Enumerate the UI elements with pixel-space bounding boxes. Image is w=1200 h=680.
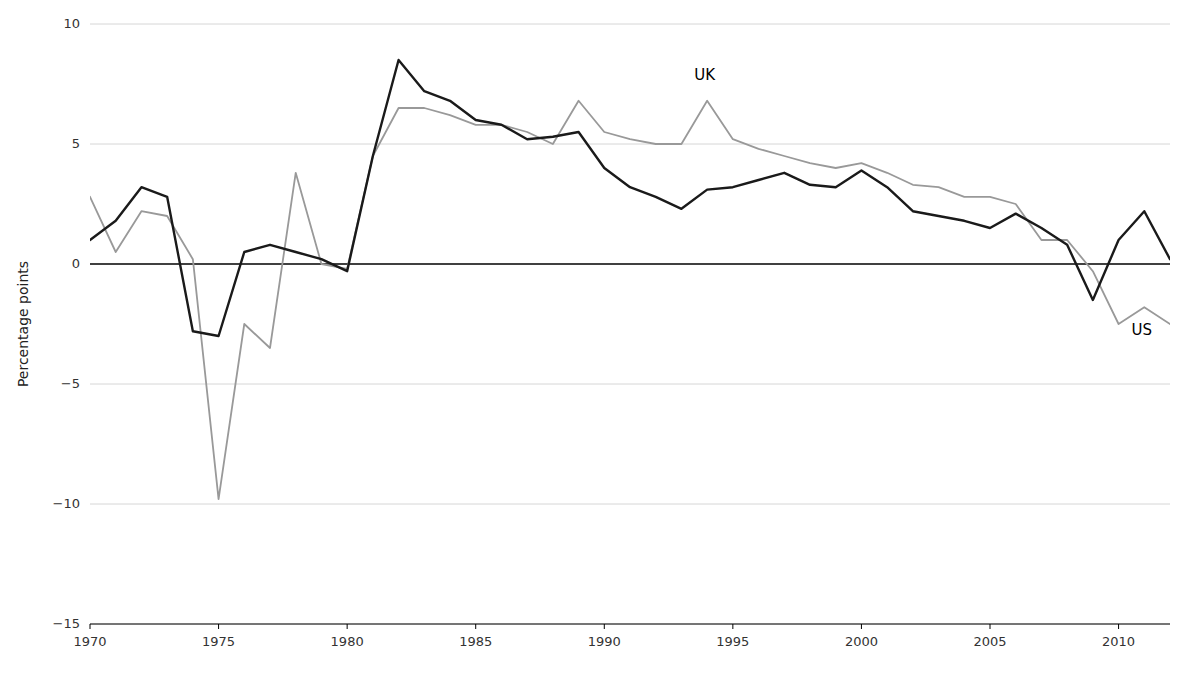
x-tick-label: 1990 (588, 634, 621, 649)
x-tick (732, 624, 733, 629)
x-tick-label: 1995 (716, 634, 749, 649)
y-tick-label: 10 (63, 16, 80, 31)
grid (90, 24, 1170, 624)
grid-line (90, 624, 1170, 625)
grid-line (90, 144, 1170, 145)
series-line (90, 101, 1170, 499)
x-tick-label: 2005 (973, 634, 1006, 649)
grid-line (90, 384, 1170, 385)
x-tick (218, 624, 219, 629)
x-tick-label: 2010 (1102, 634, 1135, 649)
y-tick-label: −5 (61, 376, 80, 391)
x-tick (347, 624, 348, 629)
y-tick-label: −10 (53, 496, 80, 511)
zero-line (90, 263, 1170, 264)
x-tick-label: 1975 (202, 634, 235, 649)
annotation: US (1131, 321, 1152, 339)
grid-line (90, 504, 1170, 505)
annotation: UK (694, 66, 716, 84)
x-tick-label: 1970 (73, 634, 106, 649)
series-line (90, 60, 1170, 336)
x-tick (90, 624, 91, 629)
y-tick-label: 0 (72, 256, 80, 271)
x-tick (475, 624, 476, 629)
x-tick (1118, 624, 1119, 629)
grid-line (90, 24, 1170, 25)
chart: −15 −10 −5 0 5 10 1970 1975 1980 1985 1990 1995 2000… (0, 0, 1200, 680)
x-tick-label: 1985 (459, 634, 492, 649)
x-tick-label: 1980 (331, 634, 364, 649)
x-tick (861, 624, 862, 629)
x-tick-label: 2000 (845, 634, 878, 649)
y-tick-label: −15 (53, 616, 80, 631)
x-tick (990, 624, 991, 629)
plot-area (90, 60, 1170, 499)
y-tick-label: 5 (72, 136, 80, 151)
x-tick (604, 624, 605, 629)
axes: −15 −10 −5 0 5 10 1970 1975 1980 1985 1990 1995 2000… (53, 16, 1170, 650)
x-axis-line (90, 624, 1170, 625)
y-axis-label: Percentage points (15, 261, 31, 387)
